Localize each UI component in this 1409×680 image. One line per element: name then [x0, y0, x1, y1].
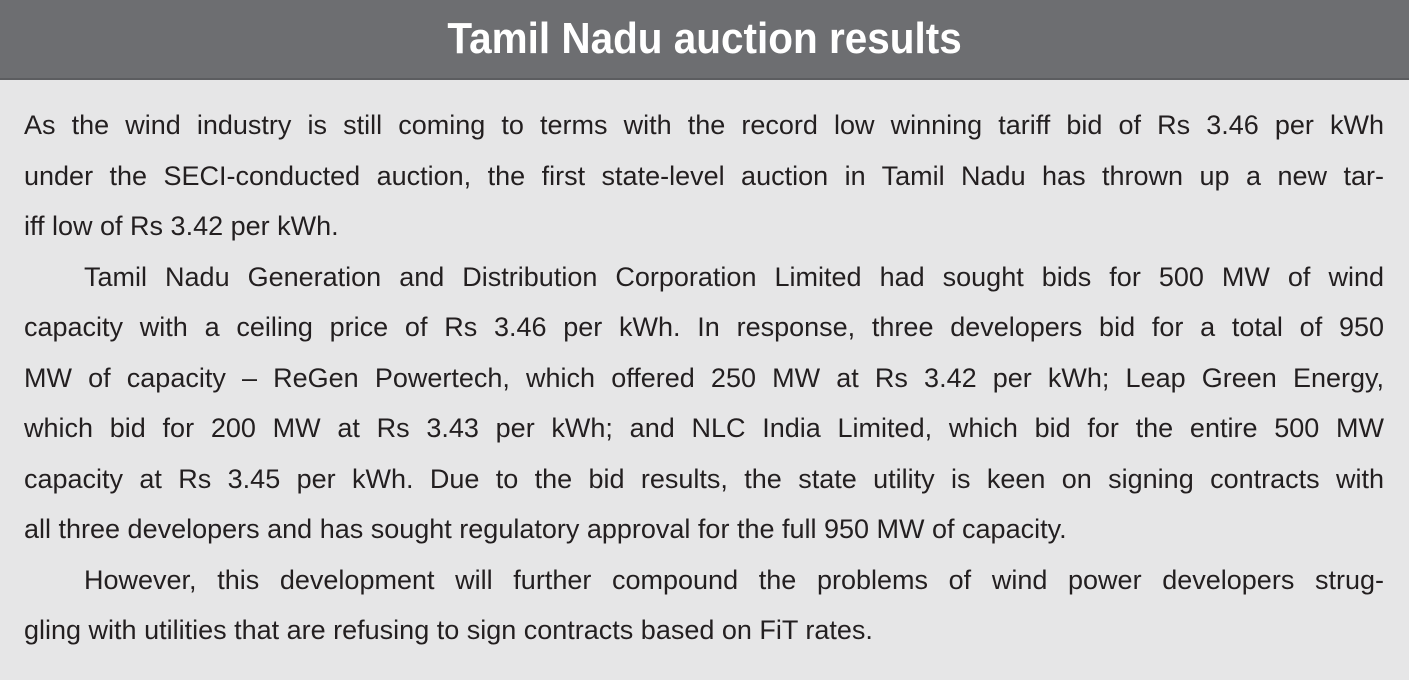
article-body: As the wind industry is still coming to … [24, 100, 1384, 656]
text-line: all three developers and has sought regu… [24, 514, 1067, 544]
title-banner: Tamil Nadu auction results [0, 0, 1409, 80]
text-line: which bid for 200 MW at Rs 3.43 per kWh;… [24, 413, 1384, 443]
text-line: under the SECI-conducted auction, the fi… [24, 160, 1384, 191]
text-line: gling with utilities that are refusing t… [24, 615, 873, 645]
box-title: Tamil Nadu auction results [447, 14, 962, 63]
text-line: As the wind industry is still coming to … [24, 110, 1384, 140]
paragraph-2: Tamil Nadu Generation and Distribution C… [24, 252, 1384, 555]
text-line: However, this development will further c… [84, 564, 1384, 595]
text-line: Tamil Nadu Generation and Distribution C… [84, 261, 1384, 292]
text-line: MW of capacity – ReGen Powertech, which … [24, 362, 1384, 393]
text-line: iff low of Rs 3.42 per kWh. [24, 211, 339, 241]
text-line: capacity with a ceiling price of Rs 3.46… [24, 312, 1384, 342]
paragraph-1: As the wind industry is still coming to … [24, 100, 1384, 252]
text-line: capacity at Rs 3.45 per kWh. Due to the … [24, 463, 1384, 494]
paragraph-3: However, this development will further c… [24, 555, 1384, 656]
